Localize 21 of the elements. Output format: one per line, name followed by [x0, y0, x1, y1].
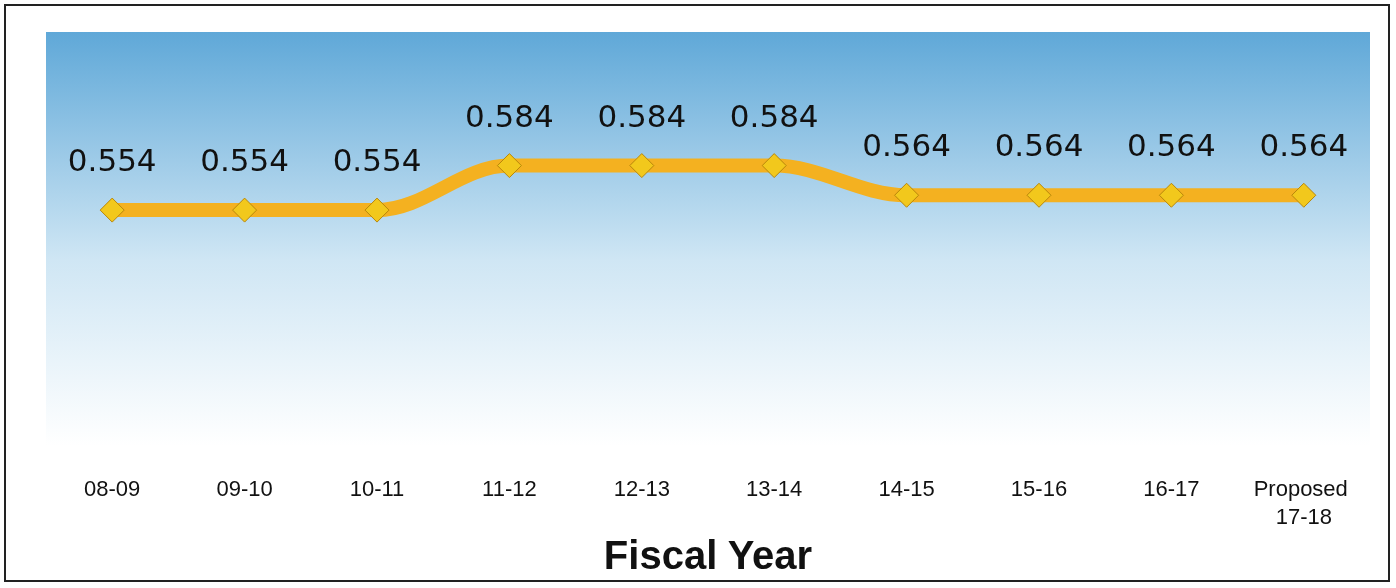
x-tick-label: 10-11	[349, 475, 405, 501]
x-tick-label: 08-09	[84, 475, 141, 501]
data-label: 0.584	[729, 97, 819, 134]
x-tick-label: 15-16	[1010, 475, 1068, 501]
x-tick-label: 12-13	[613, 475, 670, 501]
data-label: 0.564	[994, 127, 1084, 164]
x-axis-title: Fiscal Year	[603, 533, 813, 577]
data-label: 0.584	[465, 97, 554, 134]
x-tick-label: 09-10	[216, 475, 273, 501]
x-tick-label: 14-15	[878, 475, 935, 501]
data-label: 0.564	[1259, 127, 1349, 164]
data-label: 0.564	[1127, 127, 1216, 164]
x-tick-label: Proposed 17-18	[1253, 475, 1354, 529]
data-label: 0.554	[332, 142, 422, 179]
data-label: 0.554	[67, 142, 157, 179]
data-label: 0.564	[862, 127, 951, 164]
data-label: 0.584	[597, 97, 687, 134]
x-tick-label: 13-14	[746, 475, 803, 501]
x-tick-label: 11-12	[482, 475, 537, 501]
x-tick-label: 16-17	[1143, 475, 1200, 501]
data-label: 0.554	[200, 142, 289, 179]
